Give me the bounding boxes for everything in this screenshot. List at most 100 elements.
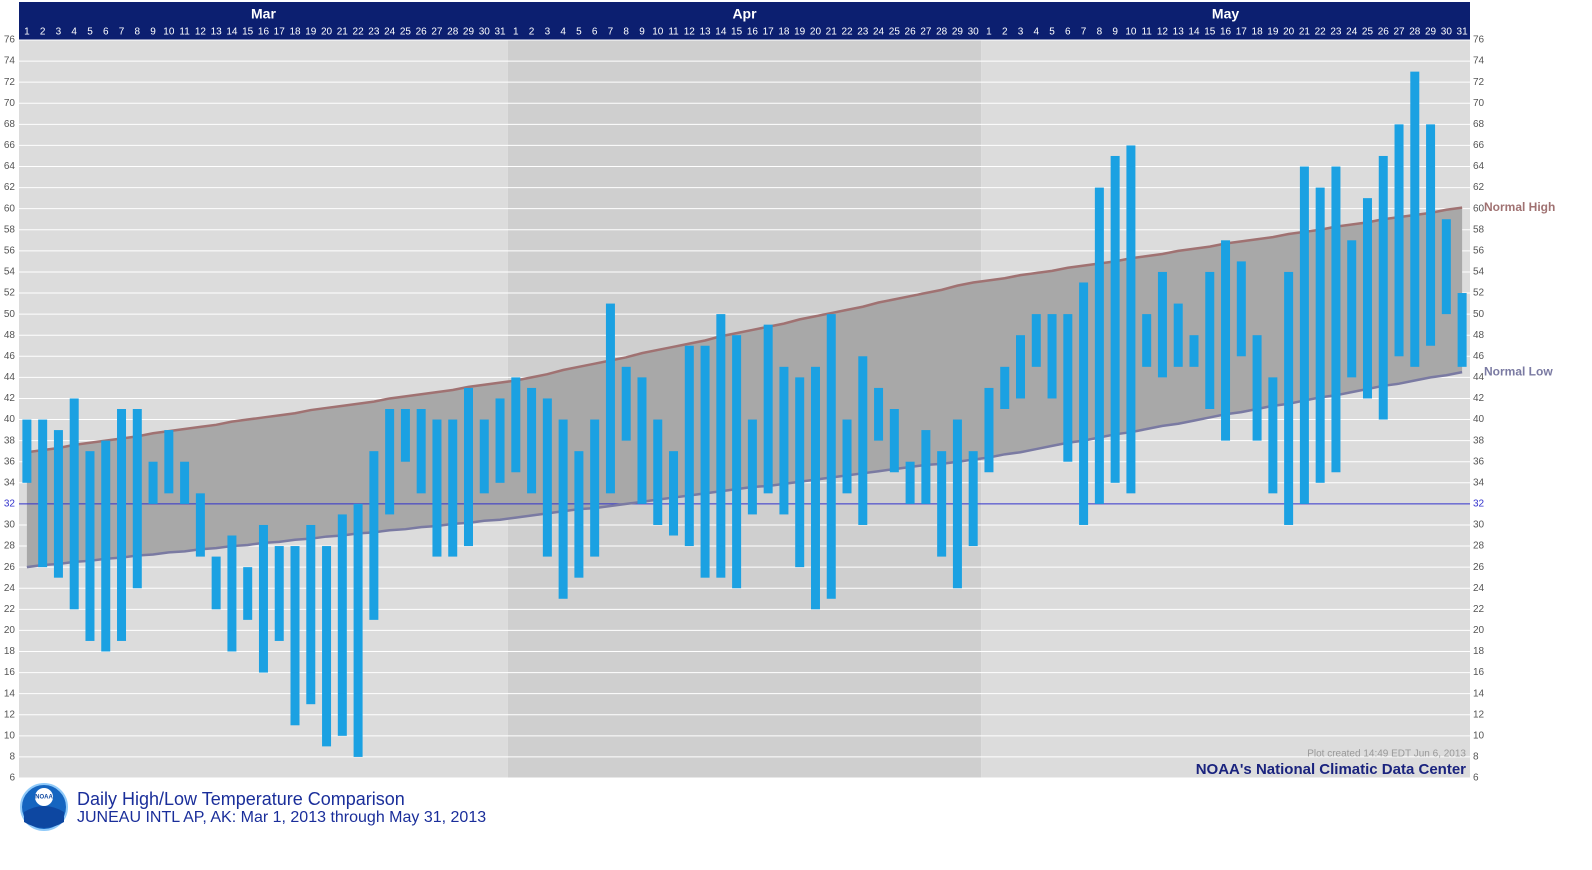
credit: NOAA's National Climatic Data Center	[1196, 761, 1466, 778]
y-tick-label-right: 16	[1473, 667, 1485, 678]
x-tick-label: 3	[545, 27, 551, 38]
x-tick-label: 21	[826, 27, 838, 38]
temperature-bar	[937, 451, 947, 557]
x-tick-label: 19	[1267, 27, 1279, 38]
y-tick-label: 54	[4, 267, 16, 278]
temperature-bar	[69, 398, 79, 610]
y-tick-label-right: 66	[1473, 140, 1485, 151]
x-tick-label: 15	[1204, 27, 1216, 38]
temperature-bar	[763, 324, 773, 494]
temperature-bar	[700, 345, 710, 578]
x-tick-label: 26	[416, 27, 428, 38]
temperature-bar	[385, 409, 395, 515]
x-tick-label: 31	[1457, 27, 1469, 38]
temperature-bar	[1426, 124, 1436, 346]
temperature-bar	[85, 451, 95, 641]
x-tick-label: 5	[1049, 27, 1055, 38]
y-tick-label: 62	[4, 182, 16, 193]
temperature-bar	[1457, 293, 1467, 367]
y-tick-label: 14	[4, 688, 16, 699]
x-tick-label: 28	[1409, 27, 1421, 38]
logo-bird	[35, 788, 53, 806]
temperature-bar	[1142, 314, 1152, 367]
y-tick-label: 30	[4, 520, 16, 531]
y-tick-label-right: 20	[1473, 625, 1485, 636]
x-tick-label: 8	[1097, 27, 1103, 38]
temperature-bar	[858, 356, 868, 525]
x-tick-label: 31	[494, 27, 506, 38]
y-tick-label-right: 72	[1473, 77, 1485, 88]
y-tick-label-right: 18	[1473, 646, 1485, 657]
y-tick-label: 34	[4, 477, 16, 488]
y-tick-label: 12	[4, 709, 16, 720]
x-tick-label: 6	[103, 27, 109, 38]
x-tick-label: 7	[1081, 27, 1087, 38]
y-tick-label-right: 14	[1473, 688, 1485, 699]
temperature-bar	[779, 366, 789, 515]
y-tick-label: 36	[4, 456, 16, 467]
y-tick-label-right: 54	[1473, 267, 1485, 278]
y-tick-label: 24	[4, 583, 16, 594]
normal-label: Normal High	[1484, 200, 1555, 214]
x-tick-label: 21	[337, 27, 349, 38]
x-tick-label: 20	[321, 27, 333, 38]
x-tick-label: 26	[1378, 27, 1390, 38]
y-tick-label-right: 76	[1473, 35, 1485, 46]
temperature-bar	[1063, 314, 1073, 462]
x-tick-label: 13	[1173, 27, 1185, 38]
month-label: May	[1212, 6, 1239, 22]
temperature-bar	[22, 419, 32, 483]
x-tick-label: 8	[623, 27, 629, 38]
x-tick-label: 13	[700, 27, 712, 38]
y-tick-label: 46	[4, 351, 16, 362]
y-tick-label: 72	[4, 77, 16, 88]
x-tick-label: 22	[841, 27, 853, 38]
y-tick-label-right: 28	[1473, 541, 1485, 552]
y-tick-label: 28	[4, 541, 16, 552]
temperature-bar	[1000, 366, 1010, 409]
y-tick-label-right: 22	[1473, 604, 1485, 615]
temperature-bar	[1315, 187, 1325, 483]
x-tick-label: 3	[56, 27, 62, 38]
temperature-bar	[1157, 271, 1167, 378]
x-tick-label: 16	[258, 27, 270, 38]
temperature-bar	[542, 398, 552, 557]
x-tick-label: 28	[936, 27, 948, 38]
x-tick-label: 12	[684, 27, 696, 38]
x-tick-label: 22	[353, 27, 365, 38]
temperature-bar	[1410, 71, 1420, 367]
temperature-bar	[984, 387, 994, 473]
x-tick-label: 29	[463, 27, 475, 38]
x-tick-label: 25	[1362, 27, 1374, 38]
temperature-bar	[527, 387, 537, 494]
y-tick-label-right: 62	[1473, 182, 1485, 193]
x-tick-label: 28	[447, 27, 459, 38]
header	[19, 2, 1470, 40]
temperature-bar	[605, 303, 615, 494]
temperature-bar	[558, 419, 568, 599]
temperature-bar	[874, 387, 884, 441]
y-tick-label-right: 40	[1473, 414, 1485, 425]
temperature-bar	[968, 451, 978, 547]
x-tick-label: 1	[24, 27, 30, 38]
temperature-bar	[448, 419, 458, 557]
x-tick-label: 20	[1283, 27, 1295, 38]
x-tick-label: 10	[1125, 27, 1137, 38]
temperature-bar	[1252, 335, 1262, 441]
temperature-bar	[1205, 271, 1215, 409]
y-tick-label-right: 58	[1473, 224, 1485, 235]
y-tick-label-right: 56	[1473, 245, 1485, 256]
y-tick-label: 64	[4, 161, 16, 172]
temperature-bar	[590, 419, 600, 557]
temperature-bar	[637, 377, 647, 504]
y-tick-label: 22	[4, 604, 16, 615]
temperature-bar	[905, 461, 915, 504]
temperature-bar	[669, 451, 679, 536]
y-tick-label: 42	[4, 393, 16, 404]
y-tick-label: 66	[4, 140, 16, 151]
y-tick-label-right: 12	[1473, 709, 1485, 720]
y-tick-label-right: 30	[1473, 520, 1485, 531]
y-tick-label-right: 24	[1473, 583, 1485, 594]
temperature-bar	[1221, 240, 1231, 441]
temperature-bar	[479, 419, 489, 494]
